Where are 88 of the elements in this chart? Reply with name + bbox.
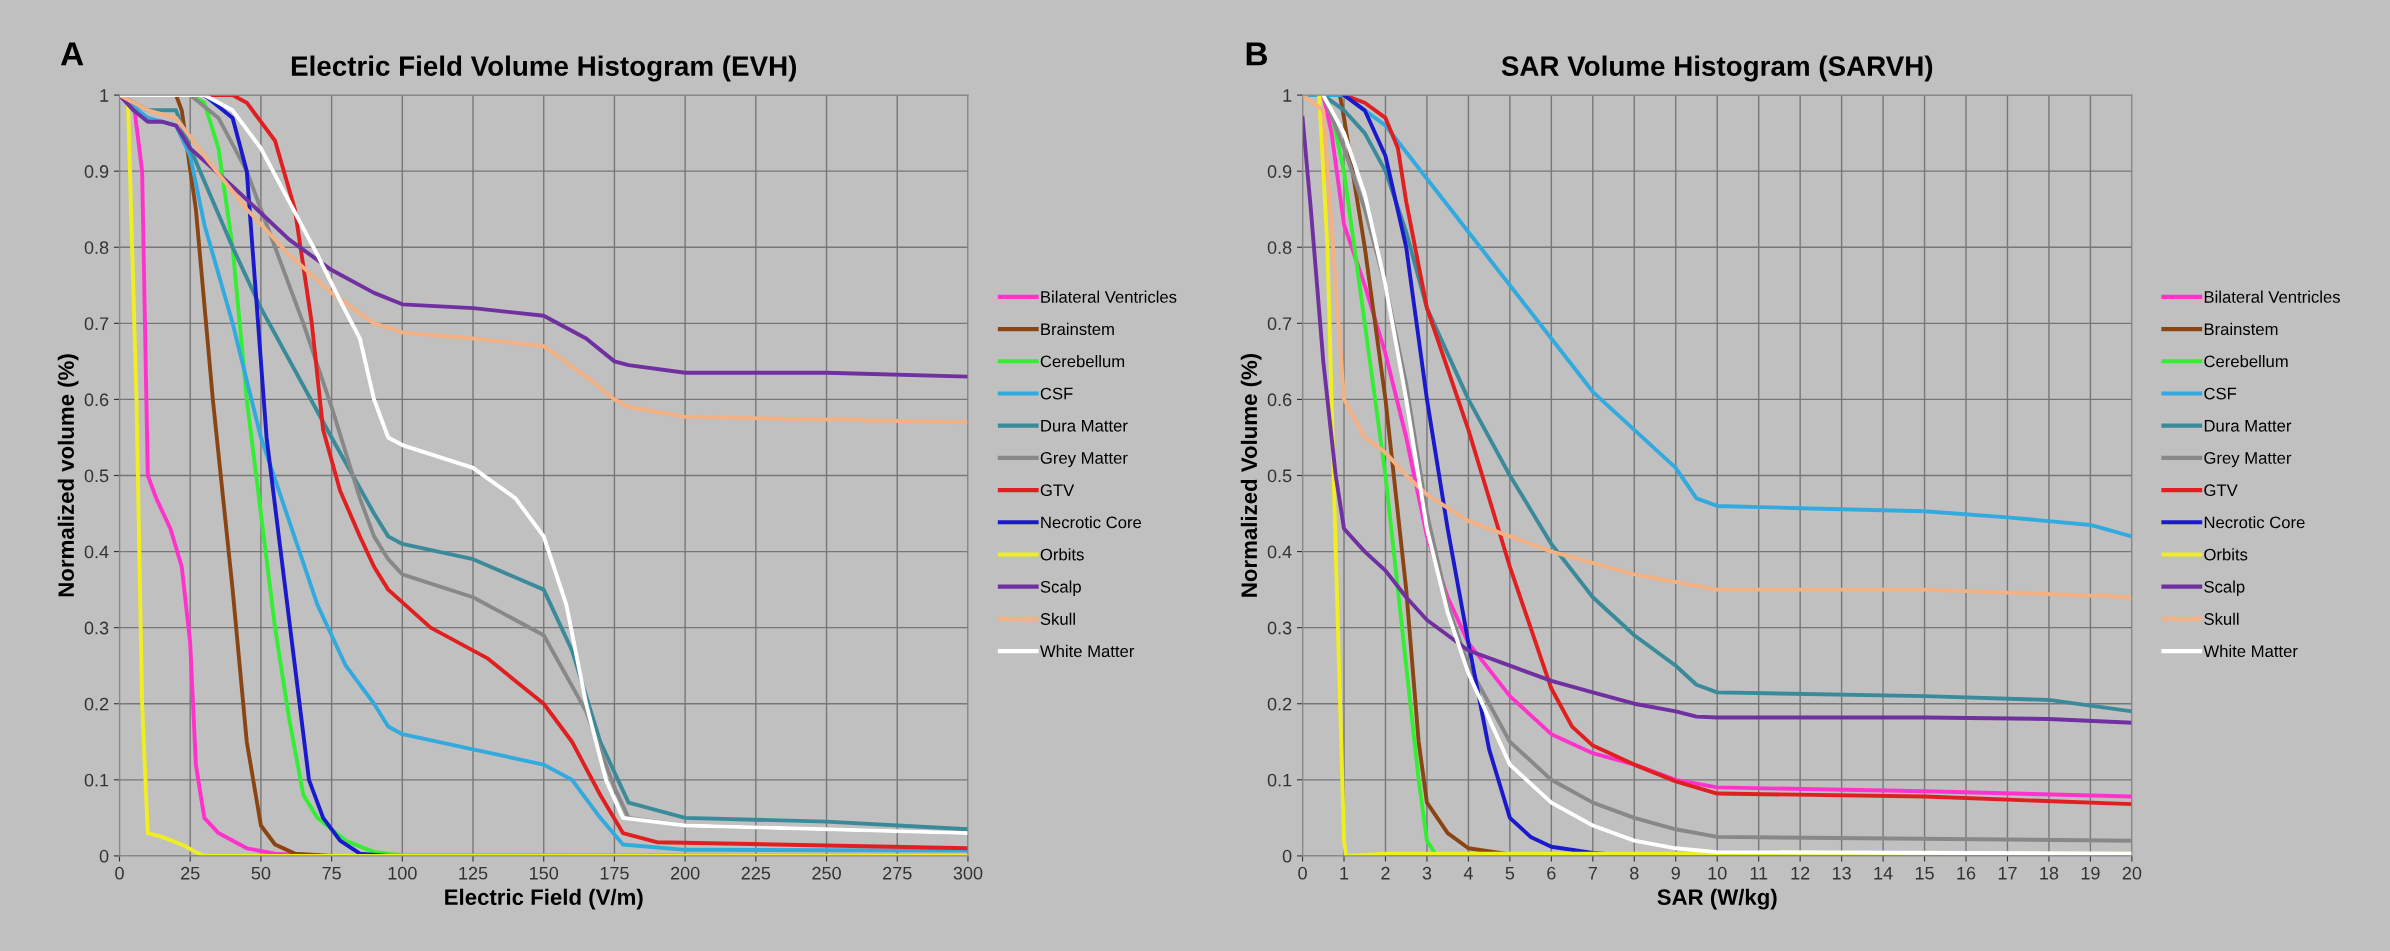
x-tick-label: 150 xyxy=(530,866,559,880)
legend-label: Skull xyxy=(1040,612,1075,625)
text: A xyxy=(60,42,84,66)
x-tick-label: 13 xyxy=(1832,866,1851,880)
legend-label: Dura Matter xyxy=(2204,420,2292,432)
y-tick-label: 0.6 xyxy=(84,393,109,407)
x-tick-label: 25 xyxy=(181,866,200,880)
x-tick-label: 11 xyxy=(1750,866,1768,880)
legend-label: CSF xyxy=(1040,387,1073,400)
y-tick-label: 0.2 xyxy=(1267,697,1292,711)
legend-label: GTV xyxy=(2204,484,2238,497)
legend-label: Cerebellum xyxy=(2204,355,2288,368)
x-tick-label: 15 xyxy=(1915,866,1934,880)
legend-label: Necrotic Core xyxy=(1041,516,1142,529)
y-axis-title: Normalized volume (%) xyxy=(57,354,79,597)
x-tick-label: 225 xyxy=(741,866,771,880)
x-tick-label: 18 xyxy=(2040,866,2059,880)
legend-label: Orbits xyxy=(1040,548,1084,561)
y-tick-label: 0.4 xyxy=(1267,545,1292,559)
x-tick-label: 200 xyxy=(670,866,700,880)
x-tick-label: 0 xyxy=(115,866,124,880)
chart-title: Electric Field Volume Histogram (EVH) xyxy=(291,55,797,82)
legend-label: Orbits xyxy=(2204,548,2248,561)
x-tick-label: 1 xyxy=(1340,866,1349,880)
x-tick-label: 12 xyxy=(1791,866,1810,880)
legend-label: White Matter xyxy=(2203,644,2298,658)
x-tick-label: 75 xyxy=(322,866,341,880)
x-axis-title: Electric Field (V/m) xyxy=(445,888,643,910)
y-tick-label: 0.3 xyxy=(84,621,109,635)
x-tick-label: 2 xyxy=(1381,866,1390,880)
y-tick-label: 0.2 xyxy=(84,697,109,711)
text: B xyxy=(1246,42,1268,66)
x-tick-label: 16 xyxy=(1957,866,1976,880)
y-tick-label: 0.9 xyxy=(84,165,109,178)
x-tick-label: 8 xyxy=(1630,866,1639,880)
x-tick-label: 300 xyxy=(953,866,983,880)
x-tick-label: 20 xyxy=(2122,866,2142,880)
x-tick-label: 250 xyxy=(812,866,841,880)
legend-label: GTV xyxy=(1040,484,1075,497)
y-tick-label: 0.6 xyxy=(1267,393,1292,407)
legend-label: Bilateral Ventricles xyxy=(1041,290,1177,303)
x-tick-label: 50 xyxy=(251,866,271,880)
x-tick-label: 175 xyxy=(600,866,629,880)
y-tick-label: 0.5 xyxy=(84,469,109,483)
x-tick-label: 7 xyxy=(1588,866,1597,880)
x-tick-label: 125 xyxy=(459,866,488,880)
chart-title: SAR Volume Histogram (SARVH) xyxy=(1501,55,1933,82)
legend-label: White Matter xyxy=(1039,644,1135,658)
y-tick-label: 0.1 xyxy=(1267,773,1292,787)
y-tick-label: 0.9 xyxy=(1267,165,1292,178)
legend-label: Cerebellum xyxy=(1040,355,1125,368)
x-tick-label: 0 xyxy=(1298,866,1307,880)
x-tick-label: 10 xyxy=(1708,866,1727,880)
legend-label: Grey Matter xyxy=(1040,452,1128,468)
y-tick-label: 0.8 xyxy=(1267,241,1292,254)
y-tick-label: 0.7 xyxy=(84,317,109,331)
legend-label: CSF xyxy=(2204,387,2237,400)
x-tick-label: 6 xyxy=(1547,866,1556,880)
x-tick-label: 4 xyxy=(1463,866,1473,880)
y-tick-label: 1 xyxy=(1283,89,1292,102)
x-tick-label: 19 xyxy=(2081,866,2100,880)
x-tick-label: 275 xyxy=(883,866,912,880)
y-tick-label: 0.5 xyxy=(1267,469,1292,483)
y-tick-label: 0.4 xyxy=(84,545,109,559)
x-tick-label: 100 xyxy=(388,866,417,880)
x-tick-label: 17 xyxy=(1998,866,2017,880)
y-axis-title: Normalized Volume (%) xyxy=(1240,353,1262,597)
x-tick-label: 14 xyxy=(1874,866,1893,880)
y-tick-label: 0.8 xyxy=(84,241,109,254)
legend-label: Brainstem xyxy=(2204,322,2278,336)
x-axis-title: SAR (W/kg) xyxy=(1657,888,1777,910)
y-tick-label: 1 xyxy=(100,89,109,102)
y-tick-label: 0.7 xyxy=(1267,317,1292,331)
legend-label: Dura Matter xyxy=(1041,420,1128,432)
legend-label: Scalp xyxy=(1040,580,1081,596)
legend-label: Brainstem xyxy=(1041,322,1114,336)
x-tick-label: 3 xyxy=(1422,866,1432,880)
legend-label: Skull xyxy=(2204,612,2239,625)
legend-label: Scalp xyxy=(2204,580,2245,596)
y-tick-label: 0 xyxy=(1282,849,1292,863)
x-tick-label: 9 xyxy=(1671,866,1680,880)
x-tick-label: 5 xyxy=(1505,866,1515,880)
legend-label: Grey Matter xyxy=(2204,452,2292,468)
y-tick-label: 0.1 xyxy=(84,773,109,787)
legend-label: Necrotic Core xyxy=(2204,516,2305,529)
y-tick-label: 0.3 xyxy=(1267,621,1292,635)
y-tick-label: 0 xyxy=(99,849,109,863)
legend-label: Bilateral Ventricles xyxy=(2204,290,2340,303)
